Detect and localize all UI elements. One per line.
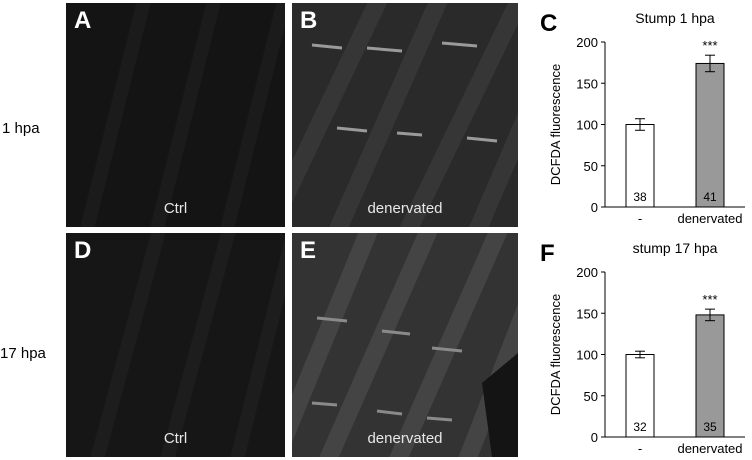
y-tick-label: 50	[584, 389, 598, 404]
x-tick-label: -	[638, 211, 642, 226]
x-tick-label: denervated	[677, 211, 742, 226]
bar-chart-f: stump 17 hpa DCFDA fluorescence 0 50 100 150 2…	[548, 240, 745, 456]
y-tick-label: 200	[576, 35, 598, 50]
x-tick-label: denervated	[677, 441, 742, 456]
micrograph-panel-e: E denervated	[292, 233, 518, 457]
y-axis-label: DCFDA fluorescence	[548, 294, 563, 415]
micrograph-image-b	[292, 3, 518, 227]
bar-chart-c: Stump 1 hpa DCFDA fluorescence 0 50 100 150 20…	[548, 10, 745, 226]
y-tick-label: 150	[576, 76, 598, 91]
panel-caption-b: denervated	[367, 200, 443, 217]
sample-size-label: 38	[633, 190, 647, 204]
panel-letter-b: B	[300, 7, 318, 34]
micrograph-image-e	[292, 233, 518, 457]
y-tick-label: 100	[576, 348, 598, 363]
panel-caption-d: Ctrl	[163, 430, 188, 447]
panel-letter-a: A	[74, 7, 92, 34]
bar	[695, 62, 725, 208]
panel-letter-f: F	[540, 240, 555, 267]
sample-size-label: 35	[703, 420, 717, 434]
panel-letter-e: E	[300, 237, 317, 264]
micrograph-panel-a: A Ctrl	[66, 3, 285, 227]
row-label-1hpa: 1 hpa	[2, 120, 40, 137]
y-tick-label: 150	[576, 306, 598, 321]
bar	[695, 314, 725, 438]
panel-caption-e: denervated	[367, 430, 443, 447]
row-label-17hpa: 17 hpa	[0, 345, 46, 362]
y-tick-label: 0	[591, 200, 598, 215]
bar	[625, 354, 655, 438]
micrograph-panel-b: B denervated	[292, 3, 518, 227]
sample-size-label: 41	[703, 190, 717, 204]
significance-marker: ***	[702, 292, 717, 307]
chart-title: Stump 1 hpa	[635, 10, 715, 26]
panel-caption-a: Ctrl	[163, 200, 188, 217]
y-tick-label: 100	[576, 118, 598, 133]
x-tick-label: -	[638, 441, 642, 456]
significance-marker: ***	[702, 38, 717, 53]
panel-letter-c: C	[540, 10, 558, 37]
y-axis-label: DCFDA fluorescence	[548, 64, 563, 185]
y-tick-label: 0	[591, 430, 598, 445]
y-tick-label: 200	[576, 265, 598, 280]
micrograph-panel-d: D Ctrl	[66, 233, 285, 457]
micrograph-image-a	[80, 3, 285, 227]
chart-title: stump 17 hpa	[633, 240, 718, 256]
panel-letter-d: D	[74, 237, 92, 264]
sample-size-label: 32	[633, 420, 647, 434]
micrograph-image-d	[90, 233, 285, 457]
y-tick-label: 50	[584, 159, 598, 174]
